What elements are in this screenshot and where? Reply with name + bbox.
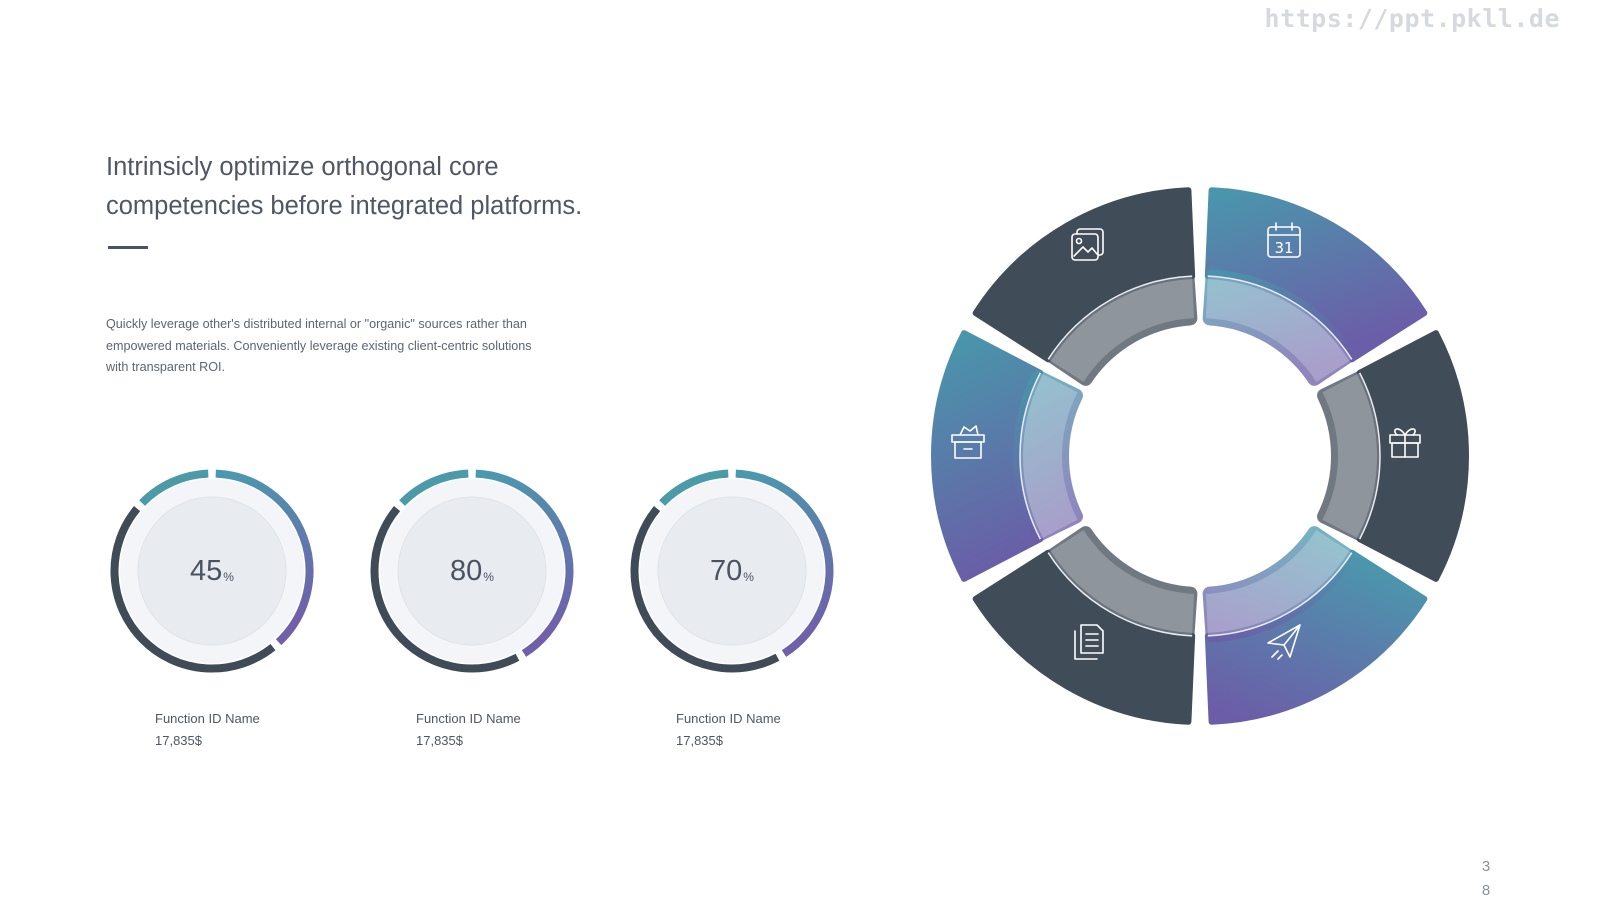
gauge-ring bbox=[110, 469, 314, 673]
function-amount: 17,835$ bbox=[155, 733, 202, 748]
gauge-unit: % bbox=[743, 570, 754, 584]
gift-icon bbox=[1389, 428, 1421, 458]
gauge-ring bbox=[370, 469, 574, 673]
title-line-1: Intrinsicly optimize orthogonal core bbox=[106, 153, 499, 181]
gauge-progress-arc bbox=[735, 469, 834, 657]
page-number-digit-1: 3 bbox=[1481, 858, 1491, 875]
function-amount: 17,835$ bbox=[416, 733, 463, 748]
page-number: 3 8 bbox=[1479, 855, 1493, 903]
document-icon bbox=[1074, 624, 1104, 660]
gauge-unit: % bbox=[223, 570, 234, 584]
gauge-value: 80 bbox=[450, 554, 483, 587]
gauge-unit: % bbox=[483, 570, 494, 584]
gauge-2: 80% bbox=[366, 465, 578, 677]
watermark: https://ppt.pkll.de bbox=[1264, 4, 1560, 33]
wheel-segment bbox=[1202, 187, 1428, 386]
gauge-remaining-arc bbox=[370, 506, 520, 673]
gauge-caption-2: Function ID Name 17,835$ bbox=[416, 708, 521, 752]
segmented-wheel: 31 bbox=[931, 187, 1469, 725]
page-title: Intrinsicly optimize orthogonal core com… bbox=[106, 148, 626, 226]
wheel-segment bbox=[972, 526, 1198, 725]
gauge-value: 45 bbox=[190, 554, 223, 587]
body-line-2: empowered materials. Conveniently levera… bbox=[106, 338, 532, 353]
function-name: Function ID Name bbox=[676, 711, 781, 726]
gauge-accent-arc bbox=[659, 469, 729, 506]
body-line-1: Quickly leverage other's distributed int… bbox=[106, 317, 527, 331]
wheel-segment bbox=[931, 330, 1083, 582]
wheel-segment bbox=[972, 187, 1198, 386]
function-name: Function ID Name bbox=[416, 711, 521, 726]
function-name: Function ID Name bbox=[155, 711, 260, 726]
gauge-remaining-arc bbox=[110, 506, 276, 673]
gauge-value: 70 bbox=[710, 554, 743, 587]
gauge-3: 70% bbox=[626, 465, 838, 677]
title-divider bbox=[108, 246, 148, 249]
wheel-segment bbox=[1202, 526, 1428, 725]
images-icon bbox=[1071, 228, 1104, 261]
gauge-progress-arc bbox=[215, 469, 314, 646]
gauge-caption-3: Function ID Name 17,835$ bbox=[676, 708, 781, 752]
paper-plane-icon bbox=[1267, 624, 1301, 660]
page-number-digit-2: 8 bbox=[1481, 882, 1491, 899]
calendar-icon: 31 bbox=[1267, 222, 1301, 258]
title-line-2: competencies before integrated platforms… bbox=[106, 192, 583, 220]
wheel-segment bbox=[1317, 330, 1469, 582]
gauge-ring bbox=[630, 469, 834, 673]
gauge-1: 45% bbox=[106, 465, 318, 677]
gauge-remaining-arc bbox=[630, 506, 780, 673]
calendar-day-label: 31 bbox=[1274, 239, 1293, 257]
function-amount: 17,835$ bbox=[676, 733, 723, 748]
gauge-accent-arc bbox=[139, 469, 209, 506]
box-icon bbox=[951, 425, 985, 459]
gauge-accent-arc bbox=[399, 469, 469, 506]
gauge-caption-1: Function ID Name 17,835$ bbox=[155, 708, 260, 752]
gauge-progress-arc bbox=[475, 469, 574, 657]
body-line-3: with transparent ROI. bbox=[106, 360, 225, 374]
body-paragraph: Quickly leverage other's distributed int… bbox=[106, 314, 586, 379]
